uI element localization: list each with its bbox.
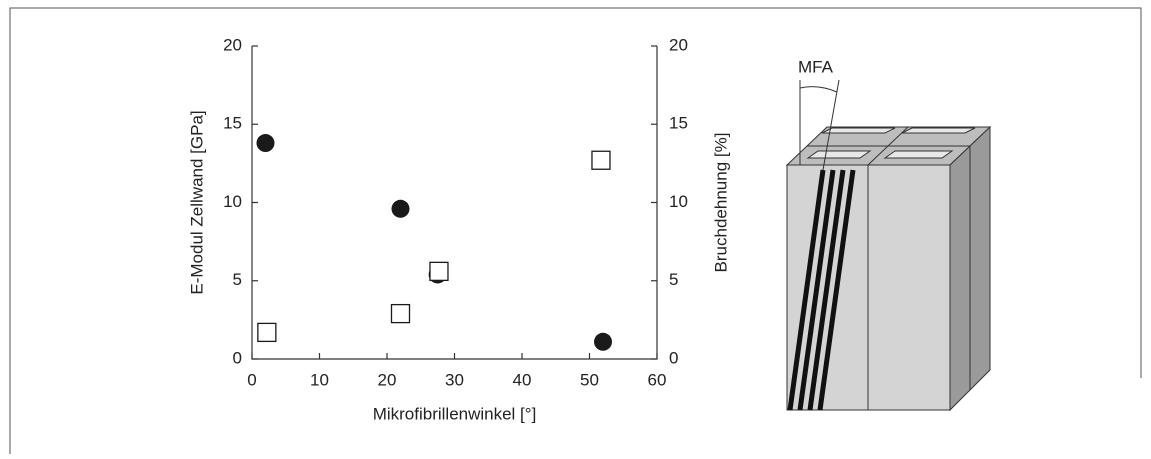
- square-point: [591, 150, 611, 170]
- y2-tick-label: 15: [669, 114, 688, 133]
- lumen: [901, 127, 976, 134]
- cell-diagram: MFA: [785, 57, 992, 412]
- y-tick-label: 15: [223, 114, 242, 133]
- y2-tick-label: 10: [669, 192, 688, 211]
- x-tick-label: 40: [513, 370, 532, 389]
- y-axis-label: E-Modul Zellwand [GPa]: [187, 110, 206, 294]
- y2-tick-label: 5: [669, 270, 678, 289]
- y2-axis-label: Bruchdehnung [%]: [711, 133, 730, 273]
- fibril: [817, 169, 856, 411]
- y-tick-label: 5: [233, 270, 242, 289]
- circle-point: [594, 332, 612, 351]
- x-tick-label: 30: [445, 370, 464, 389]
- square-point: [429, 261, 449, 282]
- square-point: [257, 322, 277, 343]
- cell-divider: [867, 126, 909, 166]
- x-axis-label: Mikrofibrillenwinkel [°]: [373, 404, 537, 423]
- y2-tick-label: 0: [669, 348, 678, 367]
- mfa-label: MFA: [798, 57, 834, 76]
- x-tick-label: 10: [310, 370, 329, 389]
- mfa-arc: [799, 86, 838, 93]
- y-tick-label: 0: [233, 348, 242, 367]
- x-tick-label: 0: [247, 370, 256, 389]
- x-tick-label: 20: [378, 370, 397, 389]
- fibril: [797, 169, 836, 411]
- y-tick-label: 20: [223, 35, 242, 54]
- square-point: [390, 303, 411, 324]
- x-tick-label: 60: [648, 370, 667, 389]
- circle-point: [391, 199, 410, 218]
- fibril: [787, 169, 826, 411]
- circle-point: [256, 134, 275, 153]
- y2-tick-label: 20: [669, 35, 688, 54]
- microfibrils: [787, 169, 856, 411]
- axes: [251, 46, 658, 360]
- lumen: [821, 127, 896, 134]
- y-tick-label: 10: [223, 192, 242, 211]
- mfa-fibril-line: [822, 79, 840, 171]
- fibril: [807, 169, 846, 411]
- x-tick-label: 50: [580, 370, 599, 389]
- lumen: [806, 150, 872, 159]
- lumen: [883, 150, 954, 159]
- frame: [9, 7, 1142, 454]
